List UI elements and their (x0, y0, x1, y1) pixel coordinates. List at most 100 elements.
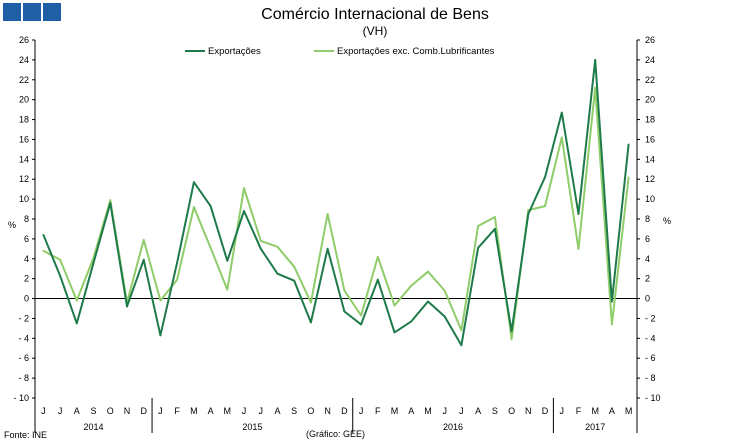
y-tick-label-left: - 2 (18, 313, 29, 323)
data-point-s2 (627, 176, 630, 179)
x-tick-label: A (274, 406, 280, 416)
data-point-s2 (493, 216, 496, 218)
source-label: Fonte: INE (4, 430, 48, 440)
data-point-s1 (393, 331, 396, 334)
data-point-s1 (594, 58, 597, 61)
data-point-s2 (259, 239, 262, 242)
data-point-s2 (59, 258, 61, 261)
data-point-s2 (477, 225, 480, 227)
y-tick-label-right: 20 (645, 95, 655, 105)
x-tick-label: M (424, 406, 432, 416)
data-point-s1 (176, 261, 179, 264)
x-tick-label: F (576, 406, 582, 416)
x-tick-label: J (259, 406, 264, 416)
logo-square-1 (3, 3, 21, 21)
y-tick-label-right: 4 (645, 254, 650, 264)
data-point-s2 (192, 206, 195, 208)
legend-label-2: Exportações exc. Comb.Lubrificantes (337, 46, 495, 57)
data-point-s2 (176, 278, 179, 281)
y-axis-label-left: % (8, 220, 16, 230)
data-point-s1 (343, 310, 346, 313)
year-label: 2016 (443, 422, 463, 432)
data-point-s2 (611, 323, 613, 326)
data-point-s1 (243, 210, 245, 212)
data-point-s1 (92, 261, 95, 264)
y-tick-label-left: 12 (19, 174, 29, 184)
x-tick-label: M (625, 406, 633, 416)
data-point-s1 (126, 305, 128, 308)
chart-subtitle: (VH) (362, 24, 388, 38)
x-tick-label: D (341, 406, 348, 416)
data-point-s1 (544, 176, 546, 179)
data-point-s2 (527, 209, 530, 211)
data-point-s1 (376, 278, 379, 281)
x-tick-label: S (291, 406, 297, 416)
data-point-s2 (460, 329, 463, 332)
x-tick-label: M (190, 406, 198, 416)
data-point-s1 (427, 300, 429, 303)
y-tick-label-left: - 4 (18, 333, 29, 343)
x-tick-label: D (140, 406, 147, 416)
data-point-s1 (259, 247, 262, 250)
data-point-s2 (310, 301, 312, 304)
data-point-s2 (42, 249, 45, 252)
data-point-s1 (627, 143, 630, 146)
x-tick-label: J (242, 406, 247, 416)
data-point-s1 (443, 315, 446, 318)
data-point-s2 (594, 86, 597, 89)
legend-label-1: Exportações (208, 46, 261, 57)
y-tick-label-left: - 10 (13, 393, 29, 403)
data-point-s1 (276, 272, 279, 275)
data-point-s2 (75, 299, 78, 302)
x-tick-label: O (307, 406, 314, 416)
x-tick-label: J (158, 406, 163, 416)
logo-square-2 (23, 3, 41, 21)
data-point-s1 (326, 247, 329, 250)
data-point-s1 (109, 202, 112, 204)
data-point-s1 (527, 213, 530, 215)
logo-square-3 (43, 3, 61, 21)
y-tick-label-left: 26 (19, 35, 29, 45)
data-point-s1 (360, 323, 362, 326)
x-tick-label: M (391, 406, 399, 416)
x-tick-label: A (408, 406, 414, 416)
y-tick-label-right: 10 (645, 194, 655, 204)
y-tick-label-right: - 2 (645, 313, 656, 323)
x-tick-label: N (124, 406, 131, 416)
data-point-s1 (310, 321, 312, 324)
x-tick-label: M (591, 406, 599, 416)
x-tick-label: D (542, 406, 549, 416)
year-label: 2014 (84, 422, 104, 432)
x-tick-label: N (324, 406, 331, 416)
data-point-s1 (477, 246, 480, 249)
y-tick-label-right: 22 (645, 75, 655, 85)
y-tick-label-left: 2 (24, 274, 29, 284)
credit-label: (Gráfico: GEE) (306, 429, 366, 439)
x-tick-label: J (41, 406, 46, 416)
y-tick-label-left: - 6 (18, 353, 29, 363)
x-tick-label: F (174, 406, 180, 416)
y-tick-label-left: 16 (19, 134, 29, 144)
x-tick-label: O (107, 406, 114, 416)
data-point-s2 (142, 238, 145, 241)
chart-title: Comércio Internacional de Bens (261, 6, 489, 23)
data-point-s1 (410, 320, 413, 323)
y-tick-label-left: 22 (19, 75, 29, 85)
data-point-s1 (510, 330, 513, 333)
y-tick-label-left: 8 (24, 214, 29, 224)
data-point-s2 (326, 213, 329, 215)
x-tick-label: A (475, 406, 481, 416)
y-tick-label-right: 18 (645, 115, 655, 125)
y-tick-label-left: 0 (24, 294, 29, 304)
x-tick-label: J (58, 406, 63, 416)
y-tick-label-right: 6 (645, 234, 650, 244)
data-point-s2 (209, 246, 212, 249)
data-point-s2 (376, 255, 379, 258)
data-point-s2 (393, 304, 396, 307)
series-line-2 (42, 86, 630, 341)
series-line-1 (42, 58, 630, 347)
data-point-s2 (360, 314, 362, 317)
y-tick-label-right: - 4 (645, 333, 656, 343)
x-tick-label: J (459, 406, 464, 416)
